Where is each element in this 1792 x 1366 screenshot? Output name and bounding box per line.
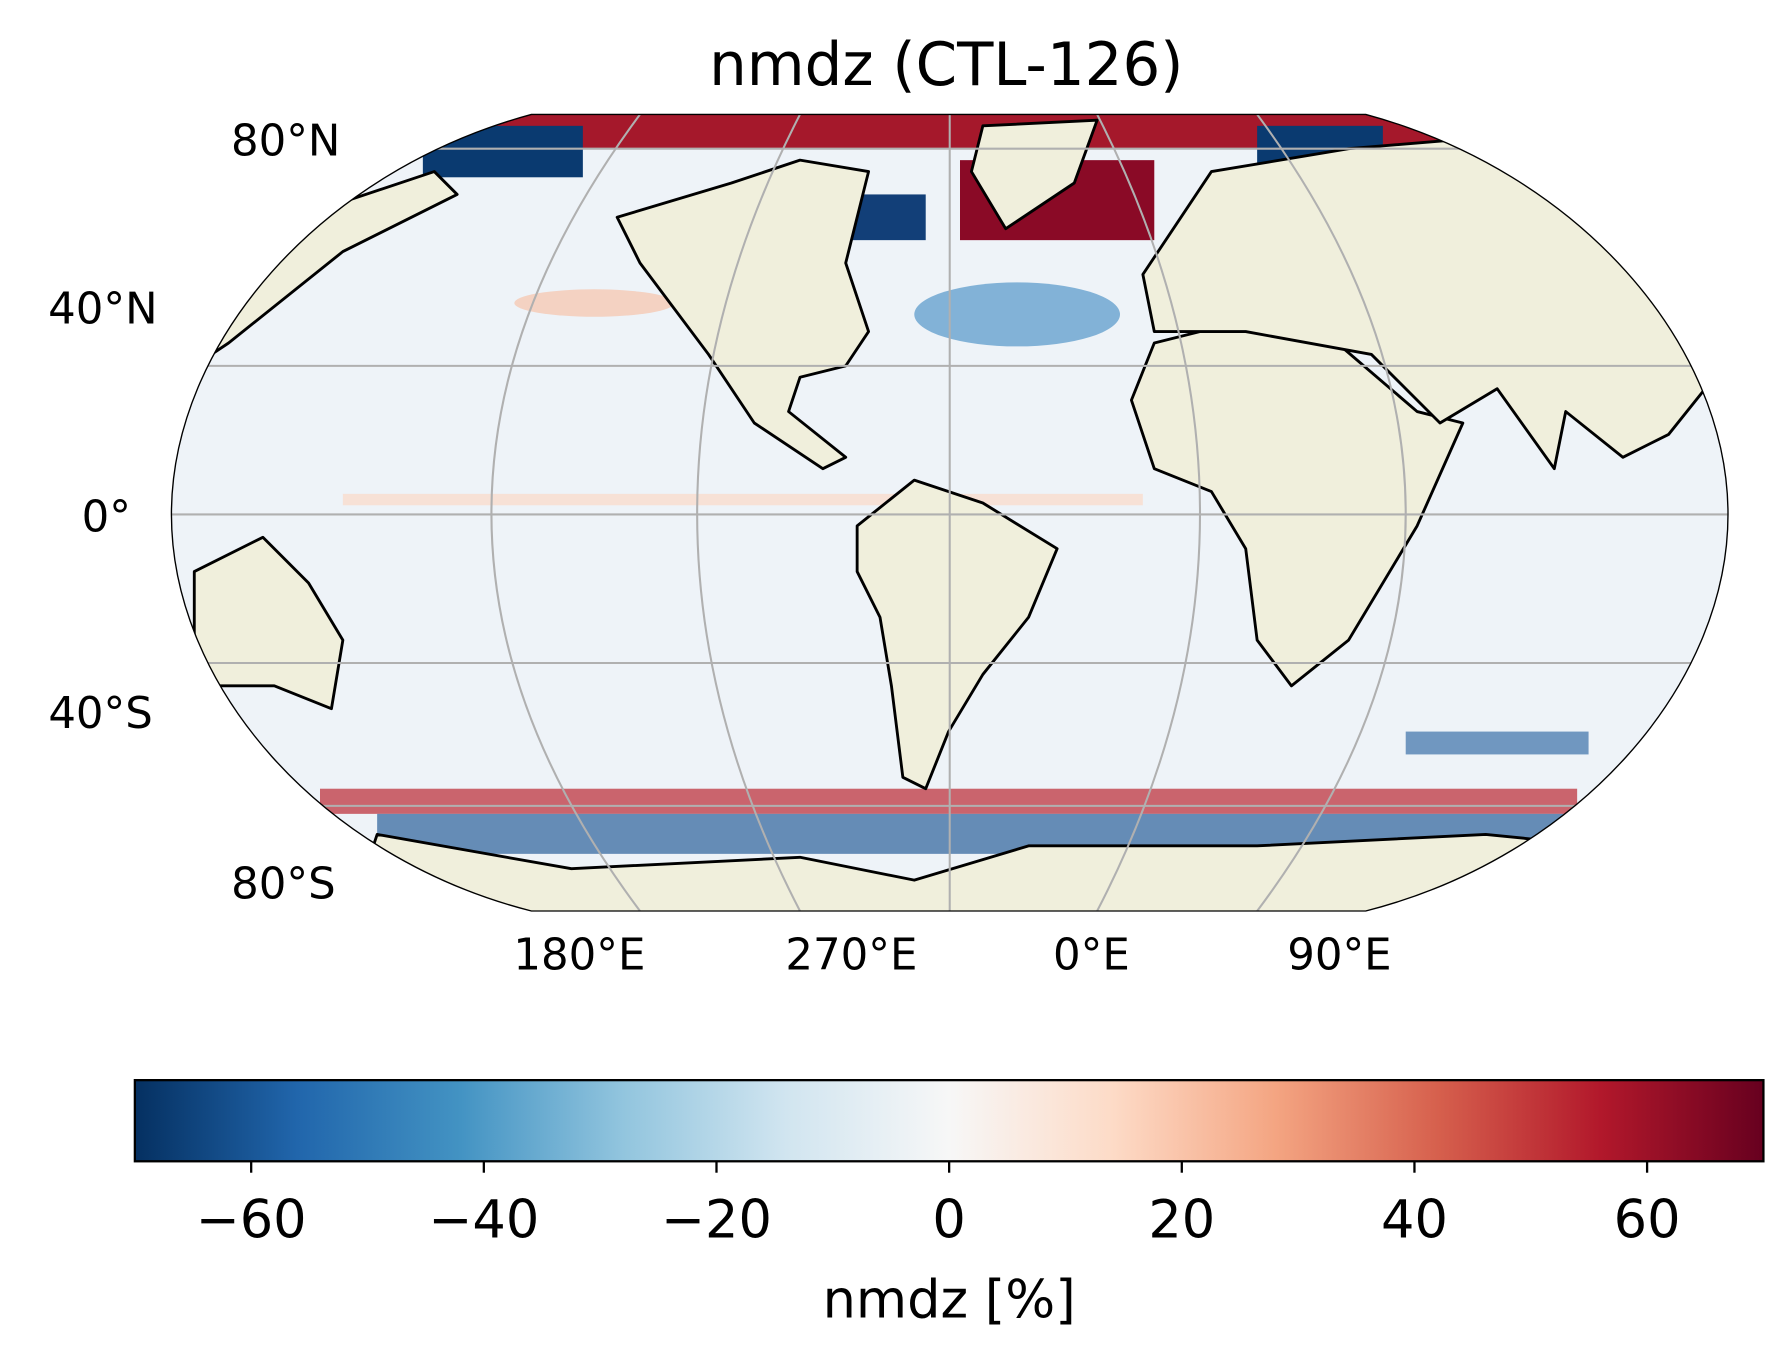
lon-label: 270°E <box>785 930 917 980</box>
title: nmdz (CTL-126) <box>709 31 1183 100</box>
colorbar-tick-label: 60 <box>1614 1190 1681 1251</box>
colorbar-tick-label: 20 <box>1148 1190 1215 1251</box>
field-patch <box>342 493 1143 506</box>
colorbar-tick-label: 0 <box>932 1190 965 1251</box>
colorbar <box>133 1078 1765 1163</box>
lon-label: 0°E <box>1053 930 1130 980</box>
lat-label: 40°N <box>48 285 157 335</box>
map-outline <box>170 113 1729 912</box>
colorbar-tick-label: −60 <box>196 1190 307 1251</box>
map <box>171 114 1728 911</box>
field-patch <box>171 114 1728 149</box>
field-patch <box>422 125 583 178</box>
field-patch <box>514 289 675 317</box>
field-patch <box>320 788 1578 814</box>
lat-label: 0° <box>82 493 131 543</box>
colorbar-tick-label: −20 <box>661 1190 772 1251</box>
lon-label: 180°E <box>513 930 645 980</box>
lat-label: 80°S <box>231 860 335 910</box>
colorbar-tick-label: −40 <box>428 1190 539 1251</box>
lon-label: 90°E <box>1287 930 1391 980</box>
colorbar-tick-label: 40 <box>1381 1190 1448 1251</box>
lat-label: 80°N <box>231 117 340 167</box>
lat-label: 40°S <box>48 689 152 739</box>
colorbar-label: nmdz [%] <box>823 1270 1076 1331</box>
field-patch <box>1405 731 1589 755</box>
field-patch <box>914 282 1120 347</box>
